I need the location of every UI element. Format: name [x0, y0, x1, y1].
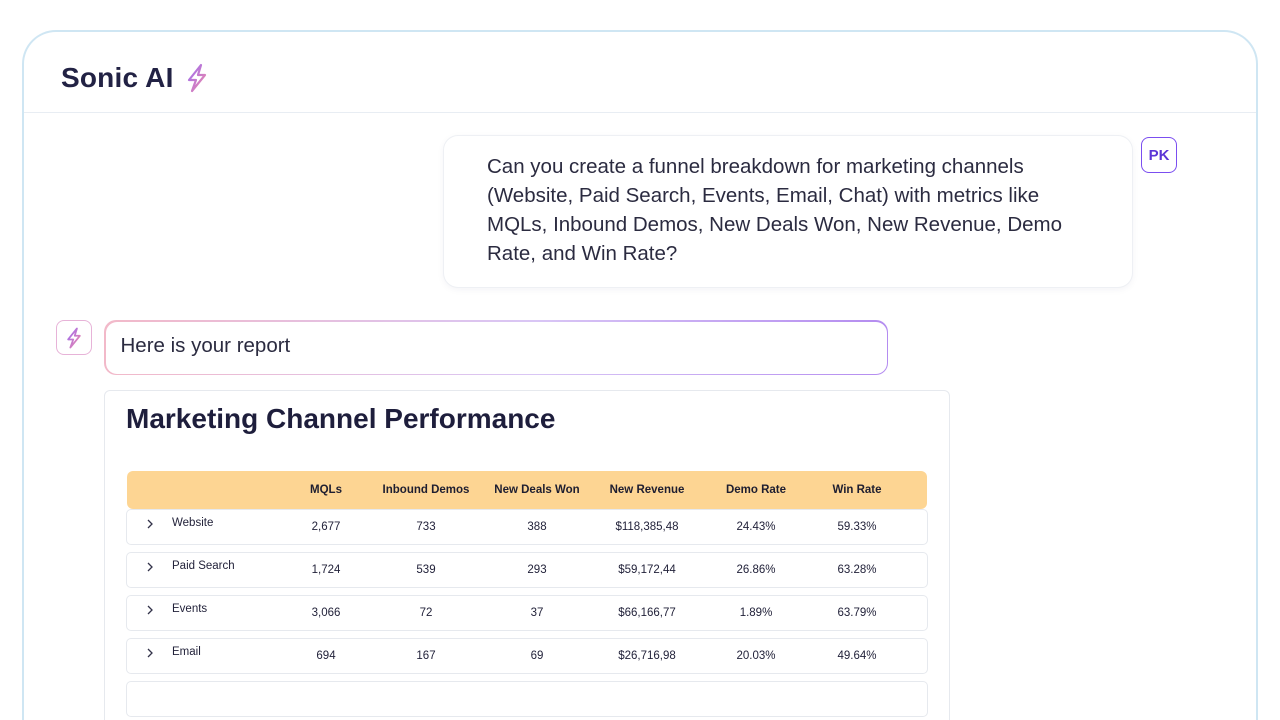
deals-won-value: 69	[530, 650, 544, 662]
table-row[interactable]: Email 694 167 69 $26,716,98 20.03% 49.64…	[126, 638, 928, 674]
assistant-avatar	[56, 320, 92, 355]
revenue-value: $26,716,98	[618, 650, 676, 662]
brand: Sonic AI	[61, 62, 210, 94]
channel-name: Events	[172, 603, 208, 615]
column-header: Win Rate	[832, 484, 882, 496]
mqls-value: 1,724	[311, 564, 341, 576]
deals-won-value: 293	[527, 564, 547, 576]
chevron-right-icon	[147, 648, 153, 658]
app-title: Sonic AI	[61, 62, 174, 93]
assistant-message-bubble: Here is your report	[104, 320, 888, 375]
table-row[interactable]: Paid Search 1,724 539 293 $59,172,44 26.…	[126, 552, 928, 588]
column-header: New Deals Won	[494, 484, 580, 496]
lightning-bolt-icon	[187, 63, 206, 93]
channel-name: Website	[172, 517, 214, 529]
mqls-value: 3,066	[311, 607, 341, 619]
win-rate-value: 63.79%	[837, 607, 877, 619]
report-card: Marketing Channel Performance MQLs Inbou…	[104, 390, 950, 720]
column-header: MQLs	[310, 484, 342, 496]
assistant-message-text: Here is your report	[105, 321, 887, 374]
lightning-bolt-icon	[67, 327, 81, 348]
column-header: Inbound Demos	[382, 484, 470, 496]
demo-rate-value: 26.86%	[736, 564, 776, 576]
user-message-bubble: Can you create a funnel breakdown for ma…	[444, 136, 1132, 287]
column-header: Demo Rate	[725, 484, 787, 496]
user-avatar[interactable]: PK	[1141, 137, 1177, 173]
expand-chevron[interactable]	[145, 593, 155, 627]
demo-rate-value: 1.89%	[739, 607, 773, 619]
table-row[interactable]: Website 2,677 733 388 $118,385,48 24.43%…	[126, 509, 928, 545]
demo-rate-value: 24.43%	[736, 521, 776, 533]
channel-name: Email	[172, 646, 201, 658]
channel-name: Paid Search	[172, 560, 235, 572]
demos-value: 167	[416, 650, 436, 662]
expand-chevron[interactable]	[145, 636, 155, 670]
table-row[interactable]: Events 3,066 72 37 $66,166,77 1.89% 63.7…	[126, 595, 928, 631]
revenue-value: $118,385,48	[615, 521, 679, 533]
demos-value: 539	[416, 564, 436, 576]
table-row[interactable]	[126, 681, 928, 717]
mqls-value: 694	[316, 650, 336, 662]
chevron-right-icon	[147, 605, 153, 615]
mqls-value: 2,677	[311, 521, 341, 533]
win-rate-value: 49.64%	[837, 650, 877, 662]
chevron-right-icon	[147, 519, 153, 529]
user-initials: PK	[1148, 146, 1170, 164]
win-rate-value: 63.28%	[837, 564, 877, 576]
win-rate-value: 59.33%	[837, 521, 877, 533]
report-title: Marketing Channel Performance	[126, 403, 556, 434]
revenue-value: $66,166,77	[618, 607, 676, 619]
app-header: Sonic AI	[24, 32, 1256, 113]
deals-won-value: 37	[530, 607, 544, 619]
column-header: New Revenue	[609, 484, 685, 496]
demos-value: 72	[419, 607, 433, 619]
demo-rate-value: 20.03%	[736, 650, 776, 662]
expand-chevron[interactable]	[145, 507, 155, 541]
expand-chevron[interactable]	[145, 550, 155, 584]
table-header: MQLs Inbound Demos New Deals Won New Rev…	[127, 471, 927, 509]
deals-won-value: 388	[527, 521, 547, 533]
user-message-text: Can you create a funnel breakdown for ma…	[487, 155, 1063, 265]
demos-value: 733	[416, 521, 436, 533]
revenue-value: $59,172,44	[618, 564, 676, 576]
chevron-right-icon	[147, 562, 153, 572]
